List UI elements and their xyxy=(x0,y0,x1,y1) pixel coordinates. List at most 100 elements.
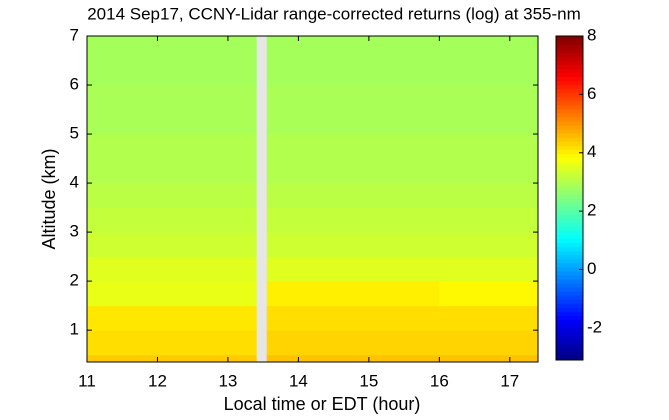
y-tick-label: 1 xyxy=(70,320,79,339)
heatmap-cell xyxy=(474,354,511,363)
heatmap-cell xyxy=(333,281,370,307)
colorbar-step xyxy=(556,262,583,268)
heatmap-cell xyxy=(474,134,511,184)
heatmap-cell xyxy=(157,256,194,282)
colorbar-step xyxy=(556,177,583,183)
colorbar-step xyxy=(556,303,583,308)
colorbar-step xyxy=(556,40,583,45)
heatmap-cell xyxy=(404,232,440,258)
colorbar-step xyxy=(556,173,583,179)
heatmap-cell xyxy=(439,232,476,258)
colorbar-step xyxy=(556,323,583,329)
colorbar-step xyxy=(556,351,583,357)
heatmap-cell xyxy=(122,281,158,307)
heatmap-cell xyxy=(404,330,440,356)
heatmap-cell xyxy=(266,134,299,184)
colorbar-step xyxy=(556,234,583,239)
heatmap-cell xyxy=(122,85,158,135)
colorbar-step xyxy=(556,202,583,207)
colorbar-step xyxy=(556,291,583,296)
heatmap-cell xyxy=(333,183,370,209)
heatmap-cell xyxy=(333,232,370,258)
heatmap-cell xyxy=(404,85,440,135)
heatmap-cell xyxy=(439,134,476,184)
colorbar-step xyxy=(556,161,583,167)
heatmap-cell xyxy=(333,330,370,356)
heatmap-cell xyxy=(266,305,299,331)
heatmap-cell xyxy=(157,134,194,184)
heatmap-cell xyxy=(368,232,405,258)
colorbar-step xyxy=(556,68,583,73)
y-tick-label: 4 xyxy=(70,173,79,192)
colorbar-step xyxy=(556,108,583,114)
heatmap-cell xyxy=(298,256,335,282)
heatmap-cell xyxy=(266,85,299,135)
heatmap-cell xyxy=(404,354,440,363)
x-tick-label: 12 xyxy=(148,371,167,390)
heatmap-cell xyxy=(87,85,123,135)
colorbar-step xyxy=(556,129,583,134)
heatmap-cell xyxy=(122,207,158,233)
heatmap-cell xyxy=(87,183,123,209)
heatmap-cell xyxy=(266,330,299,356)
heatmap-cell xyxy=(227,207,257,233)
colorbar-step xyxy=(556,331,583,337)
colorbar-step xyxy=(556,311,583,316)
plot-frame xyxy=(86,35,539,363)
y-tick-label: 7 xyxy=(70,25,79,44)
heatmap-cell xyxy=(87,232,123,258)
heatmap-cell xyxy=(474,305,511,331)
colorbar-step xyxy=(556,100,583,106)
heatmap-cell xyxy=(333,134,370,184)
heatmap-cell xyxy=(368,183,405,209)
colorbar-step xyxy=(556,117,583,122)
colorbar-step xyxy=(556,339,583,345)
heatmap-cell xyxy=(333,354,370,363)
colorbar-step xyxy=(556,210,583,215)
heatmap-cell xyxy=(474,183,511,209)
x-tick-label: 11 xyxy=(78,371,96,390)
colorbar-step xyxy=(556,327,583,333)
colorbar-step xyxy=(556,226,583,231)
colorbar-step xyxy=(556,343,583,349)
heatmap-cell xyxy=(227,354,257,363)
heatmap-cell xyxy=(157,36,194,86)
colorbar-step xyxy=(556,60,583,65)
heatmap-cell xyxy=(368,281,405,307)
colorbar-step xyxy=(556,112,583,118)
heatmap-cell xyxy=(87,305,123,331)
heatmap-cell xyxy=(266,281,299,307)
heatmap-cell xyxy=(87,36,123,86)
heatmap-cell xyxy=(157,281,194,307)
x-axis-label: Local time or EDT (hour) xyxy=(224,394,421,414)
heatmap-cell xyxy=(122,183,158,209)
x-tick-label: 15 xyxy=(359,371,378,390)
heatmap-cell xyxy=(509,256,539,282)
colorbar-step xyxy=(556,169,583,175)
heatmap-cell xyxy=(509,232,539,258)
colorbar-step xyxy=(556,274,583,280)
heatmap-cell xyxy=(157,305,194,331)
colorbar-step xyxy=(556,157,583,163)
colorbar-step xyxy=(556,80,583,86)
heatmap-cell xyxy=(192,305,229,331)
heatmap-cell xyxy=(192,281,229,307)
heatmap-cell xyxy=(266,183,299,209)
heatmap-cell xyxy=(157,232,194,258)
heatmap-cell xyxy=(333,207,370,233)
x-tick-label: 13 xyxy=(218,371,237,390)
colorbar-step xyxy=(556,214,583,219)
colorbar-step xyxy=(556,141,583,146)
colorbar-step xyxy=(556,56,583,61)
heatmap-cell xyxy=(439,36,476,86)
heatmap-cell xyxy=(509,36,539,86)
heatmap-cell xyxy=(122,36,158,86)
heatmap-cell xyxy=(298,330,335,356)
colorbar-step xyxy=(556,254,583,260)
colorbar-step xyxy=(556,218,583,223)
heatmap-cell xyxy=(122,256,158,282)
heatmap-cell xyxy=(368,256,405,282)
heatmap-cell xyxy=(509,134,539,184)
colorbar-step xyxy=(556,52,583,57)
colorbar-step xyxy=(556,96,583,102)
